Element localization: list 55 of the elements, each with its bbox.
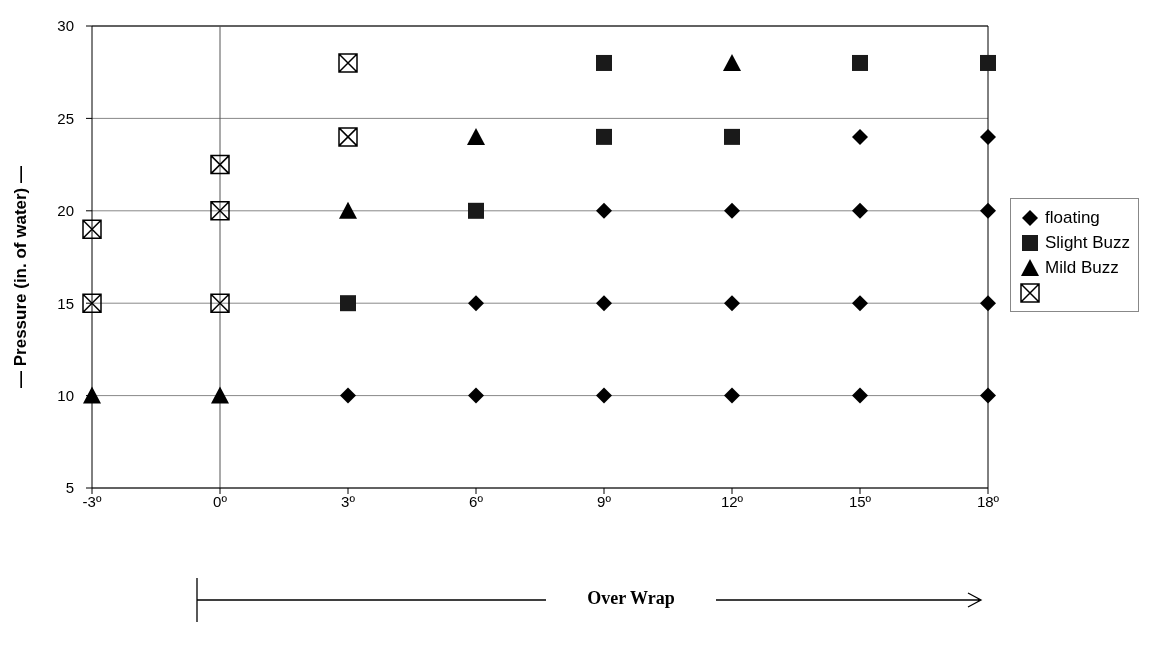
point: [980, 387, 996, 404]
y-axis-title: — Pressure (in. of water) —: [11, 166, 31, 388]
point: [82, 219, 102, 240]
point: [210, 201, 230, 221]
point: [596, 128, 612, 145]
point: [724, 128, 740, 145]
x-tick-label: 6º: [469, 492, 484, 510]
point: [980, 202, 996, 219]
point: [468, 387, 484, 404]
point: [596, 54, 612, 71]
point: [596, 202, 612, 219]
point: [723, 53, 741, 71]
point: [980, 295, 996, 312]
point: [82, 293, 102, 313]
point: [339, 201, 357, 219]
point: [852, 54, 868, 71]
y-tick-label: 25: [57, 109, 74, 127]
point: [724, 295, 740, 312]
y-tick-label: 30: [57, 17, 74, 35]
point: [338, 127, 358, 147]
point: [724, 202, 740, 219]
x-axis-title: Over Wrap: [586, 588, 676, 609]
point: [980, 54, 996, 71]
point: [467, 127, 485, 145]
y-tick-label: 10: [57, 386, 74, 404]
point: [340, 387, 356, 404]
x-tick-label: -3º: [82, 492, 102, 510]
point: [210, 154, 230, 175]
point: [852, 202, 868, 219]
x-tick-label: 0º: [213, 492, 228, 510]
point: [210, 293, 230, 313]
point: [724, 387, 740, 404]
x-tick-label: 18º: [976, 492, 1000, 510]
point: [852, 387, 868, 404]
legend-label: floating: [1045, 207, 1100, 228]
point: [468, 295, 484, 312]
point: [980, 128, 996, 145]
point: [852, 128, 868, 145]
y-tick-label: 20: [57, 202, 74, 220]
x-tick-label: 9º: [597, 492, 612, 510]
legend-label: Mild Buzz: [1045, 257, 1119, 278]
point: [211, 386, 229, 404]
point: [596, 295, 612, 312]
point: [596, 387, 612, 404]
y-tick-label: 15: [57, 294, 74, 312]
legend-label: Slight Buzz: [1045, 232, 1131, 253]
point: [468, 202, 484, 219]
x-tick-label: 15º: [848, 492, 872, 510]
point: [83, 386, 101, 404]
x-tick-label: 3º: [341, 492, 356, 510]
point: [338, 53, 358, 73]
point: [340, 295, 356, 312]
y-tick-label: 5: [65, 479, 74, 497]
x-tick-label: 12º: [720, 492, 744, 510]
point: [852, 295, 868, 312]
